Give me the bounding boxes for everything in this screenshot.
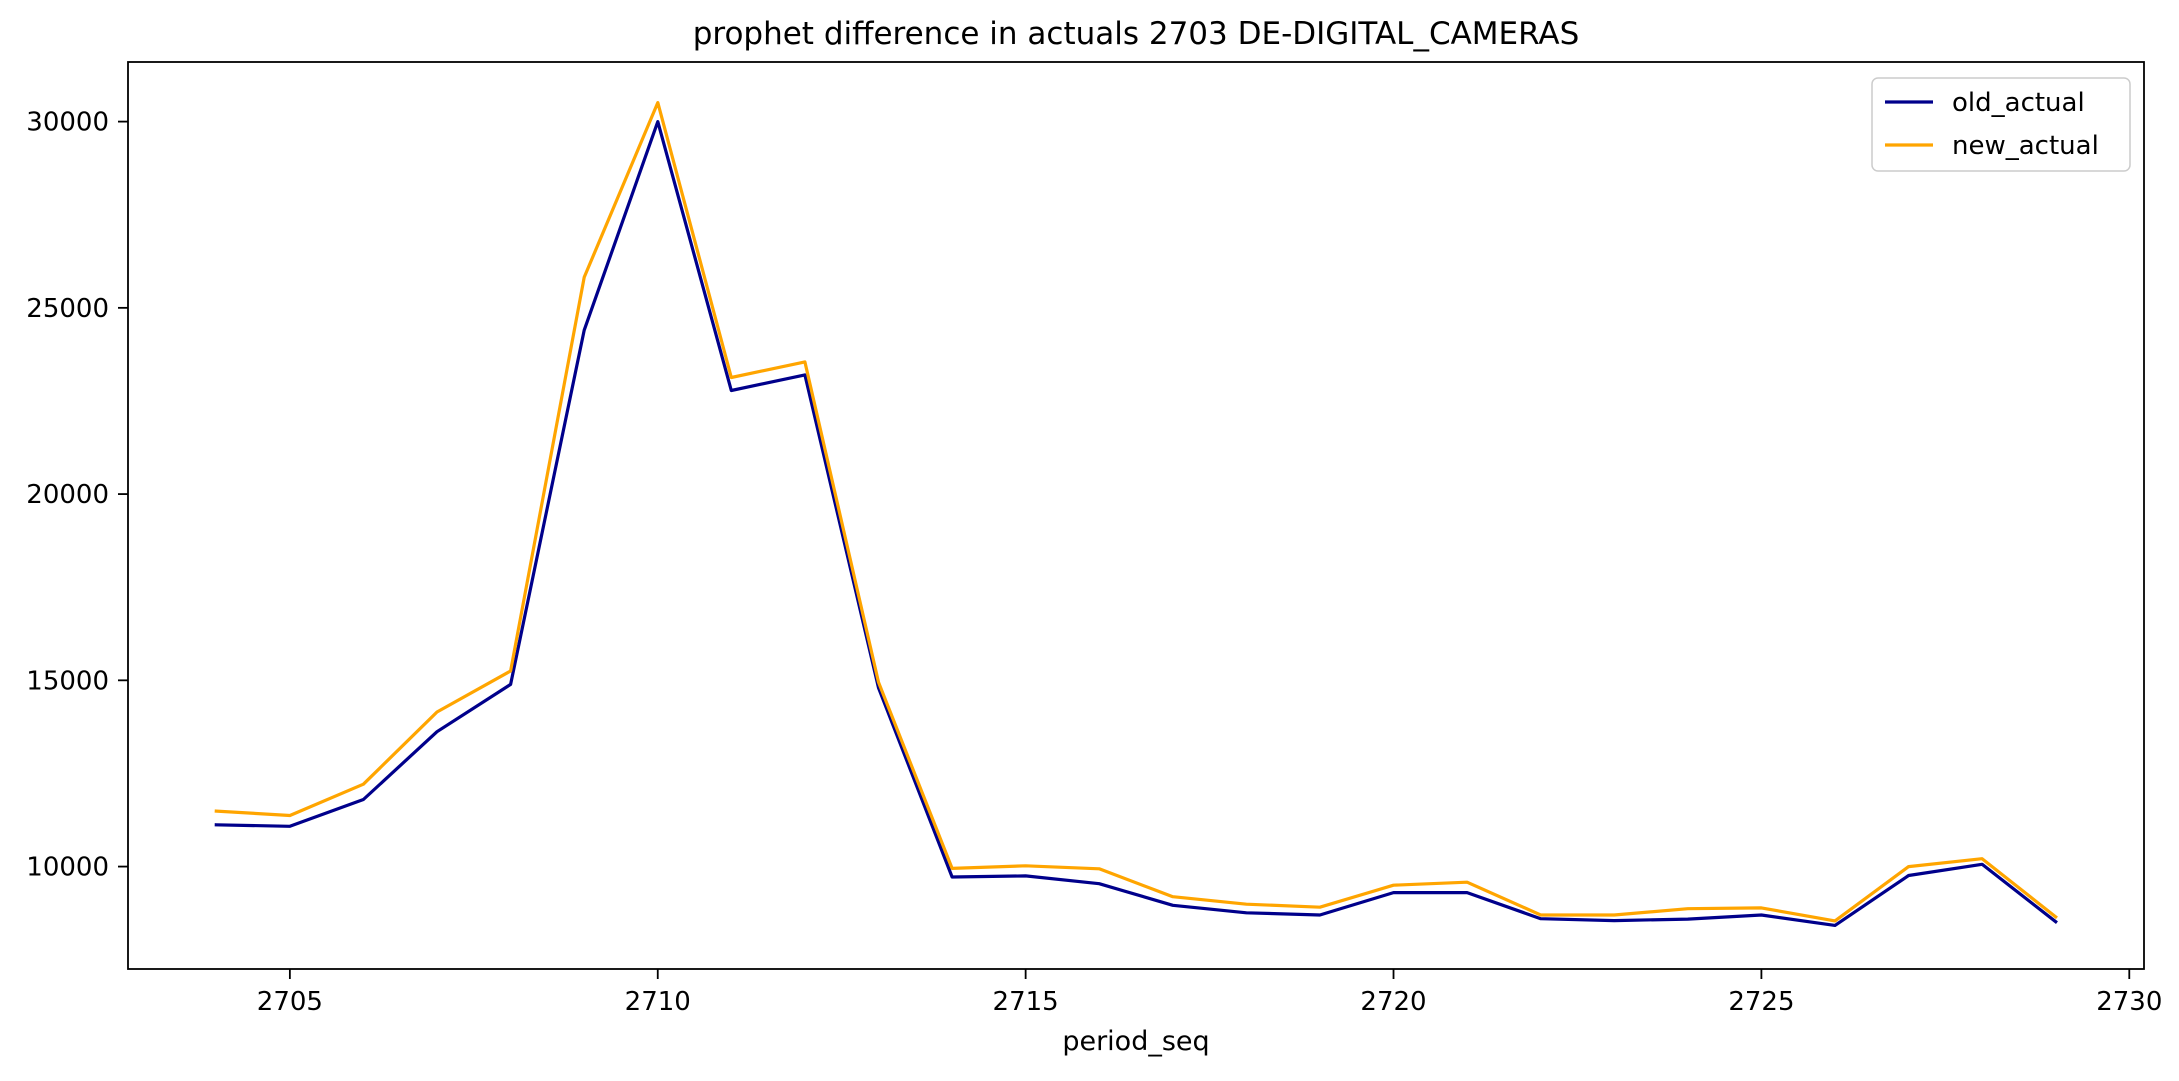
- series-layer: [214, 100, 2058, 928]
- chart-title: prophet difference in actuals 2703 DE-DI…: [693, 16, 1580, 52]
- x-tick-label: 2720: [1360, 987, 1426, 1017]
- legend: old_actual new_actual: [1871, 77, 2131, 172]
- legend-label: new_actual: [1952, 131, 2099, 161]
- plot-frame: [127, 61, 2145, 970]
- x-tick-label: 2725: [1728, 987, 1794, 1017]
- x-tick-label: 2705: [257, 987, 323, 1017]
- y-tick-label: 20000: [26, 480, 109, 510]
- legend-label: old_actual: [1952, 88, 2085, 118]
- x-axis-label: period_seq: [1062, 1026, 1209, 1057]
- x-axis: 2705 2710 2715 2720 2725 2730: [257, 969, 2162, 1017]
- x-tick-label: 2715: [993, 987, 1059, 1017]
- series-line-old-actual: [214, 119, 2058, 928]
- y-axis: 10000 15000 20000 25000 30000: [26, 108, 128, 883]
- y-tick-label: 30000: [26, 108, 109, 138]
- legend-box: [1871, 77, 2131, 172]
- series-line-new-actual: [214, 100, 2058, 923]
- x-tick-label: 2710: [625, 987, 691, 1017]
- y-tick-label: 15000: [26, 666, 109, 696]
- y-tick-label: 10000: [26, 853, 109, 883]
- x-tick-label: 2730: [2096, 987, 2162, 1017]
- y-tick-label: 25000: [26, 294, 109, 324]
